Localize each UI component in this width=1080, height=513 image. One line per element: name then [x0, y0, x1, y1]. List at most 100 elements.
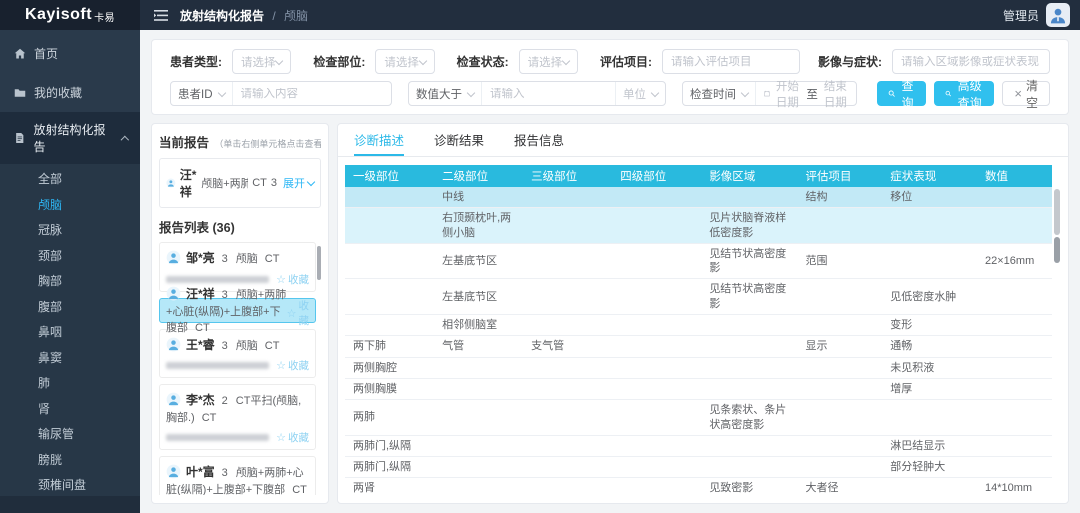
tab-诊断描述[interactable]: 诊断描述 — [354, 124, 405, 156]
clear-button[interactable]: × 清空 — [1002, 79, 1050, 110]
current-report-title: 当前报告 — [159, 136, 210, 150]
table-row[interactable]: 两肺 见条索状、条片状高密度影 — [345, 400, 1052, 436]
favorite-button[interactable]: ☆ 收藏 — [287, 298, 309, 328]
unit-select[interactable]: 单位 — [615, 82, 665, 105]
table-header-cell: 三级部位 — [531, 171, 578, 183]
sidebar-subitem[interactable]: 肺 — [38, 376, 51, 390]
table-cell — [523, 244, 612, 279]
table-cell: 见片状脑脊液样低密度影 — [709, 212, 787, 239]
exam-part-select[interactable]: 请选择 — [375, 49, 435, 74]
sidebar-subitem[interactable]: 膀胱 — [38, 452, 63, 467]
favorite-button[interactable]: ☆ 收藏 — [276, 272, 309, 287]
current-report-count: 3 — [270, 177, 277, 189]
patient-type-select[interactable]: 请选择 — [232, 49, 292, 74]
table-cell: 见结节状高密度影 — [709, 247, 787, 275]
sidebar-item-structured-report[interactable]: 放射结构化报告 — [0, 112, 140, 164]
user-avatar[interactable] — [1046, 3, 1070, 27]
date-range-picker[interactable]: 开始日期 至 结束日期 — [756, 78, 856, 110]
tab-报告信息[interactable]: 报告信息 — [514, 133, 565, 148]
favorite-button[interactable]: ☆ 收藏 — [276, 430, 309, 445]
logo-badge: 卡易 — [94, 13, 116, 24]
breadcrumb-root[interactable]: 放射结构化报告 — [180, 8, 265, 23]
page-scrollbar-thumb[interactable] — [1054, 237, 1060, 263]
exam-time-select[interactable]: 检查时间 — [683, 82, 756, 105]
table-row[interactable]: 左基底节区 见结节状高密度影 范围 22×16mm — [345, 243, 1052, 280]
sidebar-collapse-icon[interactable] — [154, 9, 168, 21]
table-scrollbar-thumb[interactable] — [1054, 189, 1060, 235]
report-list-item[interactable]: 李*杰 2 CT平扫(颅脑,胸部.) CT ☆ 收藏 — [159, 384, 316, 450]
table-cell — [701, 315, 797, 335]
table-row[interactable]: 两肾 见致密影 大者径 14*10mm — [345, 478, 1052, 497]
sidebar-subitem[interactable]: 腹部 — [38, 299, 63, 314]
modality: CT — [201, 411, 217, 424]
table-cell: 变形 — [890, 319, 913, 332]
eval-item-input[interactable] — [670, 55, 791, 68]
report-item-summary: 王*睿 3 颅脑 CT — [166, 336, 309, 355]
sidebar-subitem[interactable]: 胸部 — [38, 274, 63, 288]
sidebar-item-label: 放射结构化报告 — [33, 123, 106, 154]
report-list-item[interactable]: 王*睿 3 颅脑 CT ☆ 收藏 — [159, 328, 316, 378]
sidebar-subitem[interactable]: 颈椎间盘 — [38, 478, 87, 492]
table-cell: 中线 — [442, 191, 465, 203]
sidebar-subitem[interactable]: 输尿管 — [38, 427, 75, 441]
table-row[interactable]: 两肺门,纵隔 淋巴结显示 — [345, 435, 1052, 458]
report-list-item[interactable]: 邹*亮 3 颅脑 CT ☆ 收藏 — [159, 242, 316, 292]
value-compare-select[interactable]: 数值大于 — [409, 82, 482, 105]
expand-toggle[interactable]: 展开 — [283, 175, 316, 191]
table-row[interactable]: 两肺门,纵隔 部分轻肿大 — [345, 457, 1052, 479]
table-row[interactable]: 两侧胸膜 增厚 — [345, 378, 1052, 401]
filter-panel: 患者类型: 请选择 检查部位: 请选择 检查状态: 请选择 评估项目: 影像与症… — [151, 39, 1069, 115]
table-row[interactable]: 两下肺 气管 支气管 显示 通畅 — [345, 336, 1052, 358]
table-cell — [977, 358, 1052, 378]
list-scrollbar[interactable] — [317, 246, 321, 280]
favorite-button[interactable]: ☆ 收藏 — [276, 358, 309, 373]
table-header-cell: 数值 — [985, 171, 1009, 183]
masked-text — [166, 362, 269, 369]
filter-label-patient-type: 患者类型: — [170, 55, 222, 69]
report-list-item[interactable]: 汪*祥 3 颅脑+两肺+心脏(纵隔)+上腹部+下腹部 CT ☆ 收藏 — [159, 286, 316, 334]
current-report-card[interactable]: 汪*祥 颅脑+两肺+心... CT 3 展开 — [159, 158, 321, 208]
sidebar: 首页 我的收藏 放射结构化报告 全部颅脑冠脉颈部胸部腹部鼻咽鼻窦肺肾输尿管膀胱颈… — [0, 30, 140, 513]
table-row[interactable]: 相邻侧脑室 变形 — [345, 315, 1052, 337]
modality: CT — [264, 339, 280, 352]
sidebar-subitem[interactable]: 冠脉 — [38, 223, 63, 237]
table-header-cell: 一级部位 — [353, 171, 399, 183]
table-cell — [882, 400, 977, 435]
sidebar-subitem[interactable]: 全部 — [38, 172, 63, 186]
table-cell — [612, 478, 701, 497]
value-input[interactable] — [482, 87, 615, 100]
report-count: 3 — [221, 339, 228, 352]
table-cell — [797, 457, 882, 477]
table-header-cell: 评估项目 — [805, 171, 852, 183]
sidebar-subitem[interactable]: 肾 — [38, 401, 51, 416]
user-name: 管理员 — [1002, 8, 1039, 23]
search-button[interactable]: 查询 — [877, 79, 927, 110]
exam-parts: CT平扫(颅脑,胸部.) — [166, 395, 302, 424]
sidebar-subitem[interactable]: 鼻咽 — [38, 325, 63, 339]
table-row[interactable]: 右顶颞枕叶,两侧小脑 见片状脑脊液样低密度影 — [345, 208, 1052, 244]
table-cell — [434, 478, 523, 497]
table-cell — [701, 358, 797, 378]
table-cell — [882, 244, 977, 279]
table-row[interactable]: 中线 结构 移位 — [345, 187, 1052, 209]
star-icon: ☆ — [286, 307, 297, 320]
table-cell — [345, 279, 434, 314]
exam-status-select[interactable]: 请选择 — [518, 49, 578, 74]
sidebar-subitem[interactable]: 颅脑 — [38, 197, 63, 212]
patient-id-select[interactable]: 患者ID — [171, 82, 233, 105]
avatar — [166, 250, 181, 265]
sidebar-item-home[interactable]: 首页 — [0, 34, 140, 73]
sidebar-subitem[interactable]: 颈部 — [38, 248, 63, 263]
sidebar-subitem[interactable]: 鼻窦 — [38, 350, 63, 365]
table-row[interactable]: 两侧胸腔 未见积液 — [345, 357, 1052, 379]
table-row[interactable]: 左基底节区 见结节状高密度影 见低密度水肿 — [345, 279, 1052, 316]
table-scrollbar[interactable] — [1053, 165, 1061, 497]
report-sidebar-panel: 当前报告 （单击右侧单元格点击查看报告原文） 汪*祥 颅脑+两肺+心... CT… — [151, 123, 329, 504]
tab-诊断结果[interactable]: 诊断结果 — [434, 133, 485, 148]
sidebar-item-favorites[interactable]: 我的收藏 — [0, 73, 140, 112]
table-header-cell: 症状表现 — [890, 171, 937, 183]
advanced-search-button[interactable]: 高级查询 — [934, 79, 995, 110]
image-symptom-input[interactable] — [900, 55, 1041, 68]
patient-id-input[interactable] — [232, 87, 391, 100]
